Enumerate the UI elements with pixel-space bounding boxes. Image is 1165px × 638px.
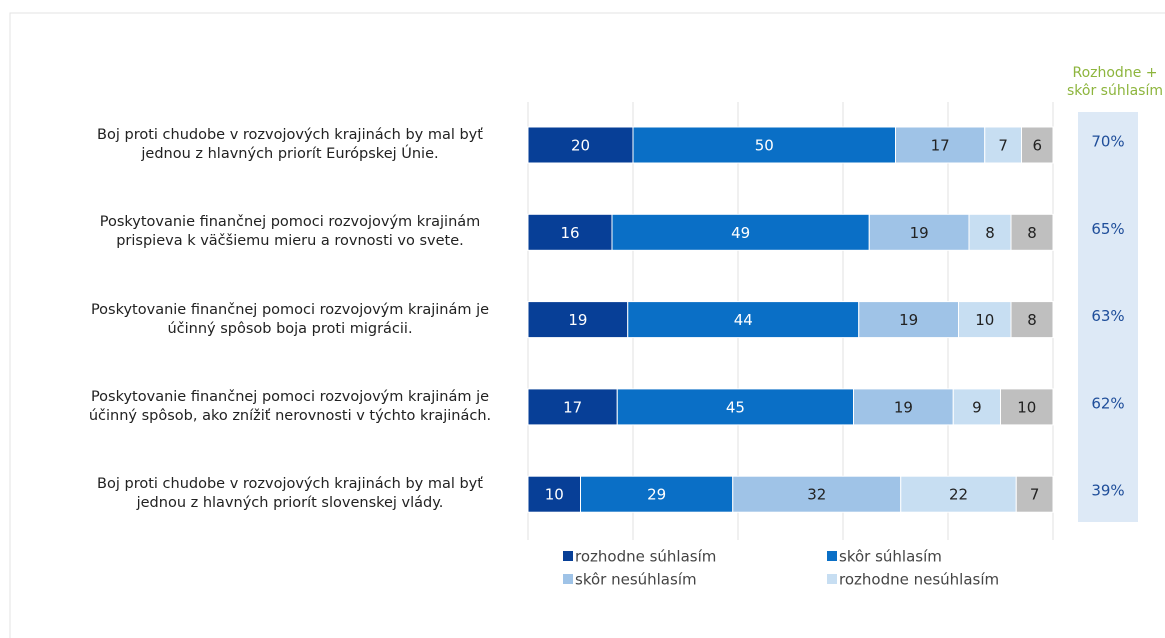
category-label: Poskytovanie finančnej pomoci rozvojovým… [90,301,490,337]
data-label: 7 [1030,486,1040,504]
bar-segment [632,126,896,164]
bar-segment [732,475,902,513]
data-label: 7 [998,137,1008,155]
data-label: 19 [899,311,918,329]
data-label: 32 [807,486,826,504]
data-label: 10 [975,311,994,329]
summary-value: 63% [1091,307,1124,325]
legend-swatch [563,551,573,561]
summary-box [1078,112,1138,522]
legend-label: rozhodne nesúhlasím [839,571,999,589]
category-label: Boj proti chudobe v rozvojových krajinác… [97,127,483,162]
data-label: 44 [734,311,753,329]
data-label: 19 [910,224,929,242]
bar-segment [611,213,870,251]
summary-value: 65% [1091,220,1124,238]
bar-segment [527,475,581,513]
bar-segment [1010,213,1054,251]
bar-segment [868,213,970,251]
bar-segment [858,301,959,339]
bar-segment [1010,301,1054,339]
category-label: Boj proti chudobe v rozvojových krajinác… [97,476,483,512]
bar-segment [900,475,1017,513]
data-label: 17 [563,398,582,416]
data-label: 19 [894,398,913,416]
bar-segment [1000,388,1054,426]
legend-label: skôr súhlasím [839,548,942,566]
data-label: 10 [545,486,564,504]
category-label: Poskytovanie finančnej pomoci rozvojovým… [99,214,481,250]
summary-value: 62% [1091,394,1124,412]
bar-segment [1015,475,1054,513]
data-label: 8 [1027,224,1037,242]
data-label: 9 [972,398,982,416]
bar-segment [527,388,618,426]
data-label: 19 [568,311,587,329]
summary-title: Rozhodne + skôr súhlasím [1066,65,1163,99]
bar-segment [527,126,634,164]
bar-segment [527,213,613,251]
legend-label: skôr nesúhlasím [575,571,697,589]
data-label: 49 [731,224,750,242]
summary-value: 39% [1091,482,1124,500]
data-label: 50 [755,137,774,155]
data-label: 29 [647,486,666,504]
bar-segment [616,388,854,426]
legend-swatch [827,551,837,561]
data-label: 8 [1027,311,1037,329]
bar-segment [895,126,986,164]
bar-segment [627,301,860,339]
frame [9,12,1165,638]
data-label: 20 [571,137,590,155]
data-label: 8 [985,224,995,242]
bar-segment [958,301,1012,339]
legend-swatch [563,574,573,584]
bar-segment [1021,126,1054,164]
data-label: 45 [726,398,745,416]
legend-label: rozhodne súhlasím [575,548,716,566]
data-label: 10 [1017,398,1036,416]
data-label: 22 [949,486,968,504]
data-label: 16 [560,224,579,242]
category-label: Poskytovanie finančnej pomoci rozvojovým… [88,388,492,424]
bar-segment [984,126,1022,164]
legend-swatch [827,574,837,584]
bar-segment [527,301,629,339]
summary-value: 70% [1091,133,1124,151]
data-label: 6 [1032,137,1042,155]
data-label: 17 [931,137,950,155]
